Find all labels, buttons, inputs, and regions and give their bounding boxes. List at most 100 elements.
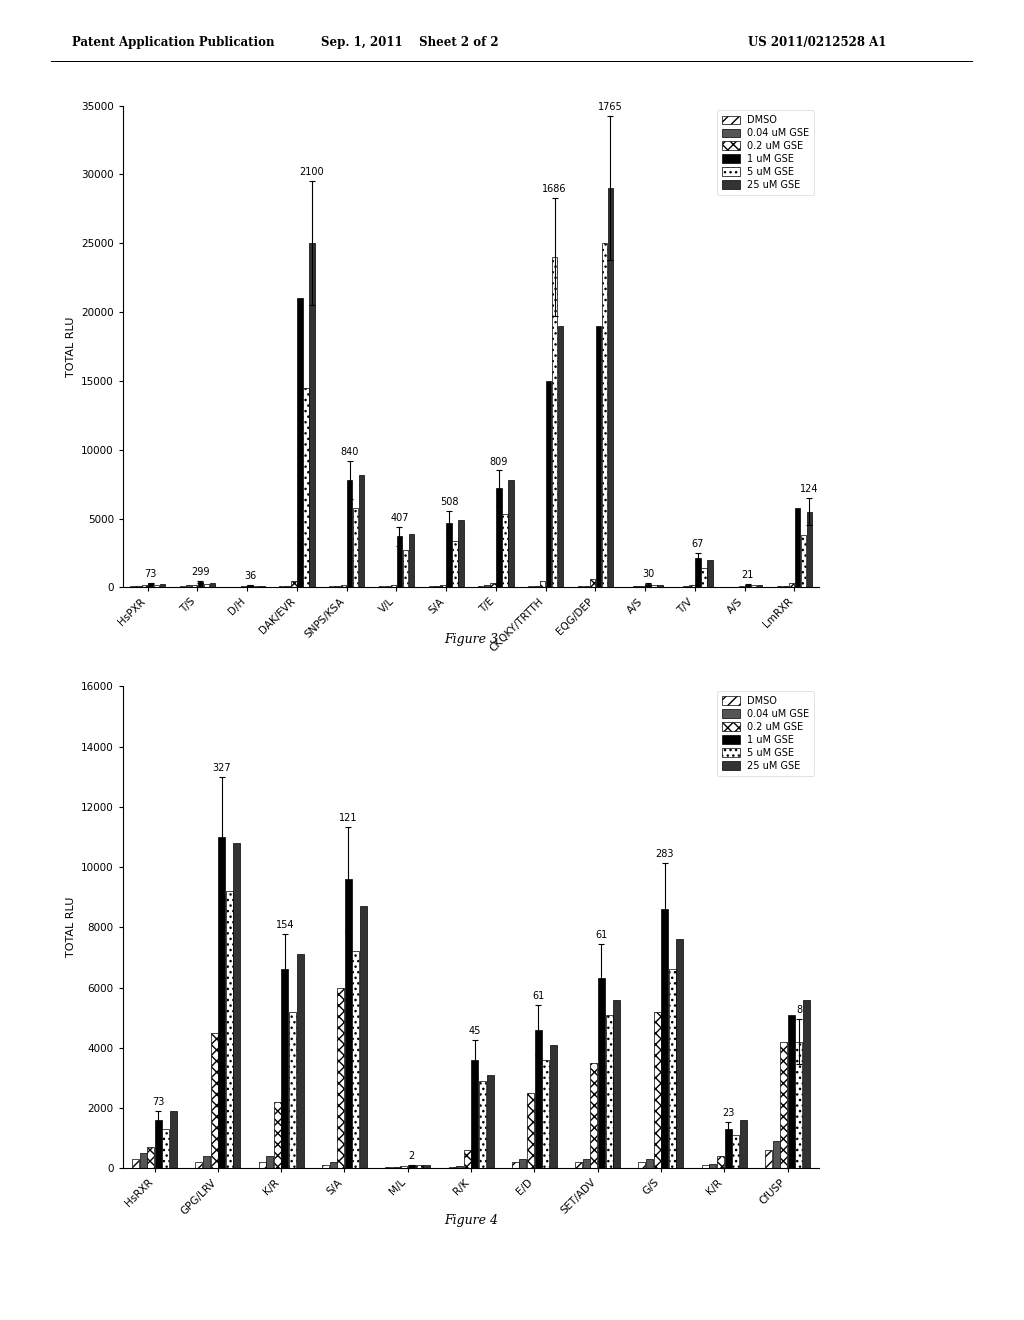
Bar	[558, 326, 563, 587]
Bar	[248, 585, 253, 587]
Bar	[787, 1015, 795, 1168]
Bar	[651, 585, 656, 587]
Bar	[139, 1154, 146, 1168]
Bar	[185, 585, 191, 587]
Bar	[707, 560, 713, 587]
Bar	[638, 1162, 645, 1168]
Bar	[773, 1140, 779, 1168]
Bar	[607, 189, 613, 587]
Bar	[303, 388, 308, 587]
Text: US 2011/0212528 A1: US 2011/0212528 A1	[748, 36, 886, 49]
Bar	[695, 558, 700, 587]
Bar	[803, 999, 810, 1168]
Bar	[596, 326, 601, 587]
Bar	[385, 586, 390, 587]
Bar	[601, 243, 607, 587]
Bar	[534, 586, 540, 587]
Text: 2: 2	[409, 1151, 415, 1160]
Bar	[744, 585, 751, 587]
Text: Sep. 1, 2011    Sheet 2 of 2: Sep. 1, 2011 Sheet 2 of 2	[321, 36, 499, 49]
Bar	[211, 1032, 217, 1168]
Bar	[725, 1129, 731, 1168]
Bar	[657, 585, 663, 587]
Bar	[484, 585, 489, 587]
Bar	[710, 1164, 717, 1168]
Bar	[717, 1156, 724, 1168]
Bar	[396, 536, 402, 587]
Bar	[653, 1011, 660, 1168]
Text: 124: 124	[800, 484, 818, 494]
Bar	[259, 1162, 265, 1168]
Bar	[345, 879, 351, 1168]
Bar	[689, 585, 694, 587]
Text: 73: 73	[144, 569, 157, 578]
Bar	[155, 1119, 162, 1168]
Bar	[402, 550, 409, 587]
Bar	[645, 583, 651, 587]
Y-axis label: TOTAL RLU: TOTAL RLU	[66, 898, 76, 957]
Bar	[669, 969, 676, 1168]
Text: 508: 508	[440, 498, 459, 507]
Text: 23: 23	[722, 1109, 734, 1118]
Text: 154: 154	[275, 920, 294, 929]
Bar	[782, 586, 788, 587]
Bar	[203, 1156, 210, 1168]
Bar	[540, 581, 546, 587]
Text: Figure 4: Figure 4	[444, 1213, 498, 1226]
Text: 1765: 1765	[598, 103, 623, 112]
Bar	[639, 586, 645, 587]
Bar	[788, 583, 794, 587]
Bar	[160, 583, 166, 587]
Bar	[453, 541, 458, 587]
Bar	[273, 1102, 281, 1168]
Bar	[590, 579, 595, 587]
Bar	[225, 891, 232, 1168]
Bar	[163, 1129, 169, 1168]
Bar	[584, 586, 589, 587]
Text: 73: 73	[153, 1097, 165, 1107]
Bar	[446, 523, 452, 587]
Bar	[253, 586, 259, 587]
Text: 121: 121	[339, 813, 357, 824]
Bar	[259, 586, 265, 587]
Bar	[796, 1041, 803, 1168]
Bar	[497, 488, 502, 587]
Bar	[795, 508, 800, 587]
Bar	[347, 480, 352, 587]
Bar	[591, 1063, 597, 1168]
Bar	[393, 1167, 399, 1168]
Bar	[353, 508, 358, 587]
Text: 30: 30	[642, 569, 654, 579]
Text: 45: 45	[469, 1027, 481, 1036]
Bar	[233, 843, 241, 1168]
Bar	[391, 585, 396, 587]
Bar	[440, 585, 445, 587]
Bar	[147, 1147, 155, 1168]
Bar	[550, 1044, 557, 1168]
Bar	[289, 1011, 296, 1168]
Bar	[765, 1150, 772, 1168]
Bar	[801, 535, 806, 587]
Bar	[322, 1166, 329, 1168]
Text: 327: 327	[212, 763, 231, 774]
Bar	[218, 837, 225, 1168]
Bar	[605, 1015, 612, 1168]
Bar	[409, 533, 414, 587]
Bar	[170, 1111, 177, 1168]
Bar	[132, 1159, 139, 1168]
Bar	[552, 257, 557, 587]
Bar	[739, 1119, 746, 1168]
Bar	[546, 381, 551, 587]
Bar	[136, 586, 141, 587]
Bar	[142, 585, 147, 587]
Bar	[154, 585, 160, 587]
Bar	[434, 586, 440, 587]
Bar	[662, 909, 669, 1168]
Bar	[701, 1166, 709, 1168]
Bar	[479, 1081, 486, 1168]
Bar	[337, 987, 344, 1168]
Text: 67: 67	[691, 540, 705, 549]
Bar	[204, 583, 209, 587]
Bar	[683, 586, 689, 587]
Text: 299: 299	[191, 568, 210, 577]
